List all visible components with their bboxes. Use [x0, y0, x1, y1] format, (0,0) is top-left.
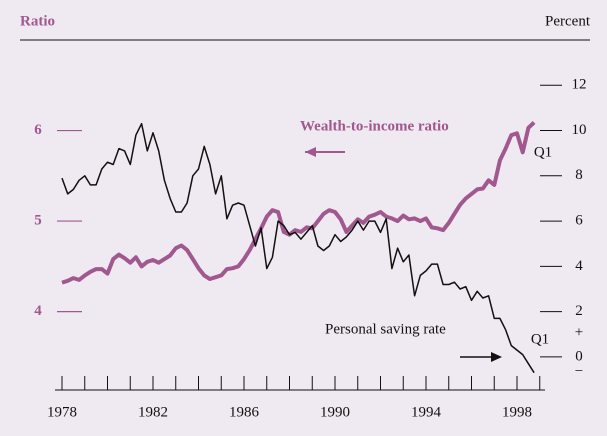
annotation: Q1	[531, 331, 549, 347]
x-tick-label: 1990	[320, 404, 350, 420]
y2-tick-label: 0	[575, 348, 583, 364]
y2-tick-label: 6	[575, 213, 583, 229]
y-tick-label: 6	[34, 122, 42, 138]
x-tick-label: 1994	[411, 404, 442, 420]
y-axis-label: Ratio	[20, 13, 55, 29]
annotation: −	[575, 363, 583, 379]
annotation: +	[575, 324, 583, 340]
y2-tick-label: 2	[575, 303, 583, 319]
arrow-head	[491, 352, 502, 362]
series-line	[61, 120, 536, 285]
y-tick-label: 5	[34, 213, 42, 229]
x-tick-label: 1986	[229, 404, 260, 420]
y-tick-label: 4	[34, 303, 42, 319]
x-tick-label: 1978	[47, 404, 77, 420]
x-tick-label: 1982	[138, 404, 168, 420]
legend-label: Wealth-to-income ratio	[300, 118, 449, 134]
y2-tick-label: 8	[575, 167, 583, 183]
legend-label: Personal saving rate	[325, 321, 446, 337]
annotation: Q1	[534, 144, 552, 160]
x-tick-label: 1998	[502, 404, 532, 420]
y2-tick-label: 10	[572, 122, 587, 138]
y2-tick-label: 4	[575, 258, 583, 274]
y2-axis-label: Percent	[545, 13, 591, 29]
arrow-head	[305, 147, 316, 157]
series-line	[61, 122, 535, 374]
y2-tick-label: 12	[572, 77, 587, 93]
